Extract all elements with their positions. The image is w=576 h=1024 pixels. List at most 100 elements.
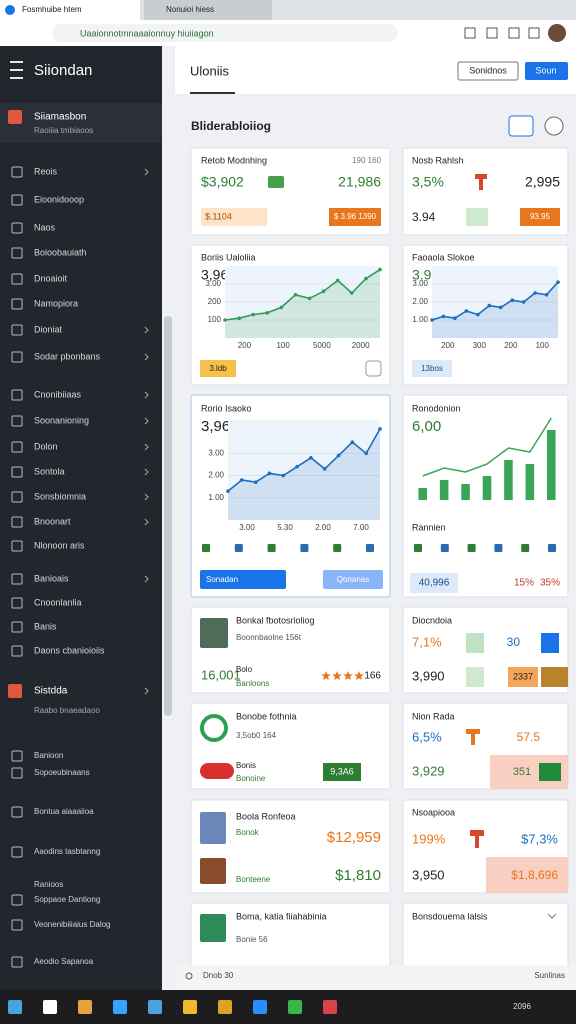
card: [190, 606, 391, 694]
icon: [268, 176, 284, 188]
nav-item[interactable]: Sonsbiomnia: [34, 491, 86, 501]
icon: [234, 544, 243, 552]
nav-item[interactable]: Soonanioning: [34, 415, 89, 425]
point: [544, 293, 549, 297]
nav-item[interactable]: Eioonidooop: [34, 194, 84, 204]
star: [332, 671, 342, 681]
icon: [185, 972, 193, 980]
tab-title[interactable]: Fosmhuibe htem: [22, 5, 82, 14]
account-block[interactable]: [0, 103, 162, 143]
button[interactable]: [525, 62, 568, 80]
nav-icon: [11, 222, 23, 234]
taskbar-icon[interactable]: [8, 1000, 22, 1014]
button-label[interactable]: Soun: [535, 65, 556, 75]
nav-item[interactable]: Dioniat: [34, 324, 63, 334]
button[interactable]: [457, 61, 519, 81]
card-value: 6,00: [412, 418, 441, 435]
nav-item[interactable]: Sodar pbonbans: [34, 351, 101, 361]
taskbar-icon[interactable]: [253, 1000, 267, 1014]
bar: [525, 464, 535, 500]
y-tick-label: 2.00: [208, 471, 224, 480]
nav-item[interactable]: Daons cbanioioiis: [34, 645, 105, 655]
chevron: [144, 493, 149, 501]
icon: [475, 830, 479, 848]
nav-icon: [11, 166, 23, 178]
nav-item[interactable]: Cnonibiiaas: [34, 389, 82, 399]
nav-item[interactable]: Aeodio Sapanoa: [34, 957, 94, 966]
card-value: 351: [513, 766, 531, 778]
tab[interactable]: [144, 0, 272, 20]
thumbnail: [200, 812, 226, 844]
button-label[interactable]: Qonanas: [337, 575, 369, 584]
point: [336, 453, 341, 458]
badge-label: $.1104: [205, 211, 232, 221]
section-title: Bliderabloiiog: [191, 119, 271, 133]
nav-item[interactable]: Banioais: [34, 573, 69, 583]
taskbar-icon[interactable]: [183, 1000, 197, 1014]
card-title: Nion Rada: [412, 711, 455, 721]
button[interactable]: [323, 570, 383, 589]
chevron: [144, 168, 149, 176]
card-title: Retob Modnhing: [201, 155, 267, 165]
nav-item[interactable]: Soppaoe Dantiong: [34, 895, 100, 904]
nav-item[interactable]: Banioon: [34, 751, 63, 760]
taskbar-icon[interactable]: [288, 1000, 302, 1014]
nav-item[interactable]: Ranioos: [34, 880, 63, 889]
footer-label: Dnob 30: [203, 971, 234, 980]
nav-item[interactable]: Boioobauiath: [34, 247, 87, 257]
point: [267, 471, 272, 476]
nav-item[interactable]: Dolon: [34, 441, 58, 451]
nav-item[interactable]: Bnoonart: [34, 516, 71, 526]
bar: [504, 460, 513, 500]
address-bar[interactable]: [52, 24, 398, 42]
point: [441, 314, 446, 319]
taskbar-icon[interactable]: [43, 1000, 57, 1014]
taskbar-icon[interactable]: [323, 1000, 337, 1014]
thumbnail: [200, 858, 226, 884]
nav-item[interactable]: Dnoaioit: [34, 273, 68, 283]
nav-item[interactable]: Nlonoon aris: [34, 540, 85, 550]
button-label[interactable]: Sonidnos: [469, 65, 507, 75]
badge: [520, 208, 560, 226]
icon-button[interactable]: [508, 115, 534, 137]
card-value: 3,950: [412, 867, 445, 882]
nav-item[interactable]: Aaodins tasbtanng: [34, 847, 100, 856]
x-tick-label: 2.00: [315, 523, 331, 532]
clock: 2096: [513, 1002, 531, 1011]
taskbar-icon[interactable]: [218, 1000, 232, 1014]
button[interactable]: [200, 570, 286, 589]
nav-item[interactable]: Sontola: [34, 466, 65, 476]
account-icon: [8, 110, 22, 124]
nav-item[interactable]: Sopoeubinaans: [34, 768, 90, 777]
url[interactable]: Uaaionnotmnaaaionnuy hiuiiagon: [80, 28, 214, 38]
button-label[interactable]: Sonadan: [206, 575, 238, 584]
nav-item[interactable]: Reois: [34, 166, 58, 176]
nav-icon: [11, 194, 23, 206]
badge: [329, 208, 381, 226]
nav-item[interactable]: Cnoonlanlia: [34, 597, 82, 607]
tab[interactable]: [0, 0, 140, 20]
icon: [300, 544, 309, 552]
nav-item[interactable]: Banis: [34, 621, 57, 631]
point: [378, 427, 382, 431]
point: [251, 312, 255, 317]
nav-item[interactable]: Bontua aiaaaiioa: [34, 807, 94, 816]
icon: [521, 544, 530, 552]
chevron: [144, 443, 149, 451]
bar: [461, 484, 470, 500]
nav-icon: [11, 919, 23, 931]
card-value: 3,5%: [412, 174, 444, 190]
nav-icon: [11, 441, 23, 453]
nav-item[interactable]: Veonenibiiiaius Dalog: [34, 920, 111, 929]
point: [253, 480, 258, 485]
point: [223, 318, 227, 322]
badge: [541, 667, 568, 687]
taskbar-icon[interactable]: [78, 1000, 92, 1014]
taskbar-icon[interactable]: [148, 1000, 162, 1014]
menu-icon: [10, 77, 23, 79]
tab-title[interactable]: Nonuioi hiess: [166, 5, 214, 14]
taskbar-icon[interactable]: [113, 1000, 127, 1014]
nav-item[interactable]: Naos: [34, 222, 56, 232]
nav-item[interactable]: Namopiora: [34, 298, 78, 308]
x-tick-label: 100: [536, 341, 550, 350]
